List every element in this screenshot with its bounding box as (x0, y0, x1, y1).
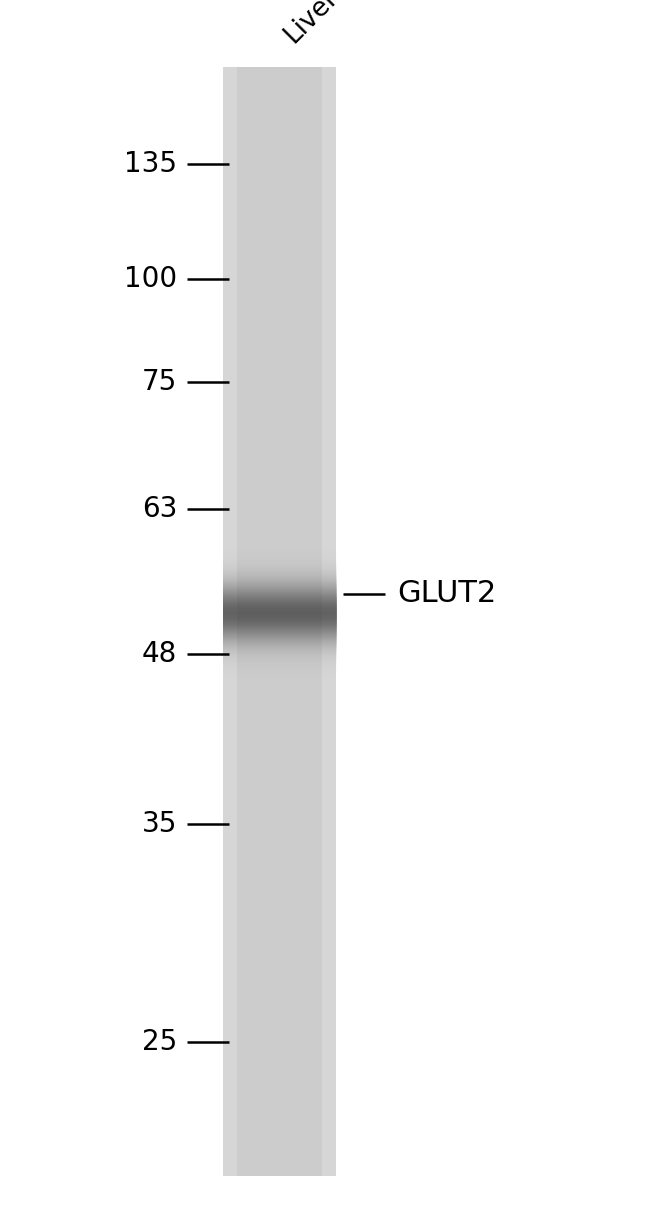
Text: 135: 135 (124, 149, 177, 178)
Text: 35: 35 (142, 810, 177, 839)
Text: 25: 25 (142, 1028, 177, 1057)
Text: Liver: Liver (280, 0, 344, 48)
Bar (222, 67, 337, 1176)
Text: 63: 63 (142, 494, 177, 524)
Text: GLUT2: GLUT2 (396, 579, 496, 608)
Text: 75: 75 (142, 367, 177, 396)
Text: 100: 100 (124, 264, 177, 293)
Bar (322, 67, 337, 1176)
Text: 48: 48 (142, 640, 177, 669)
Bar (222, 67, 237, 1176)
